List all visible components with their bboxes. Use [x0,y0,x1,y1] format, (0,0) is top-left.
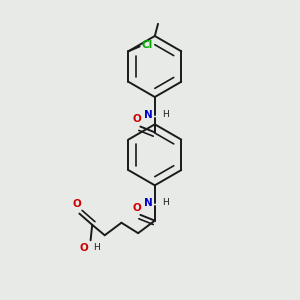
Text: N: N [145,198,153,208]
Text: N: N [145,110,153,120]
Text: H: H [93,243,100,252]
Text: O: O [79,243,88,254]
Text: O: O [133,114,142,124]
Text: H: H [162,110,169,119]
Text: O: O [72,200,81,209]
Text: H: H [162,199,169,208]
Text: Cl: Cl [142,40,153,50]
Text: O: O [133,202,142,213]
